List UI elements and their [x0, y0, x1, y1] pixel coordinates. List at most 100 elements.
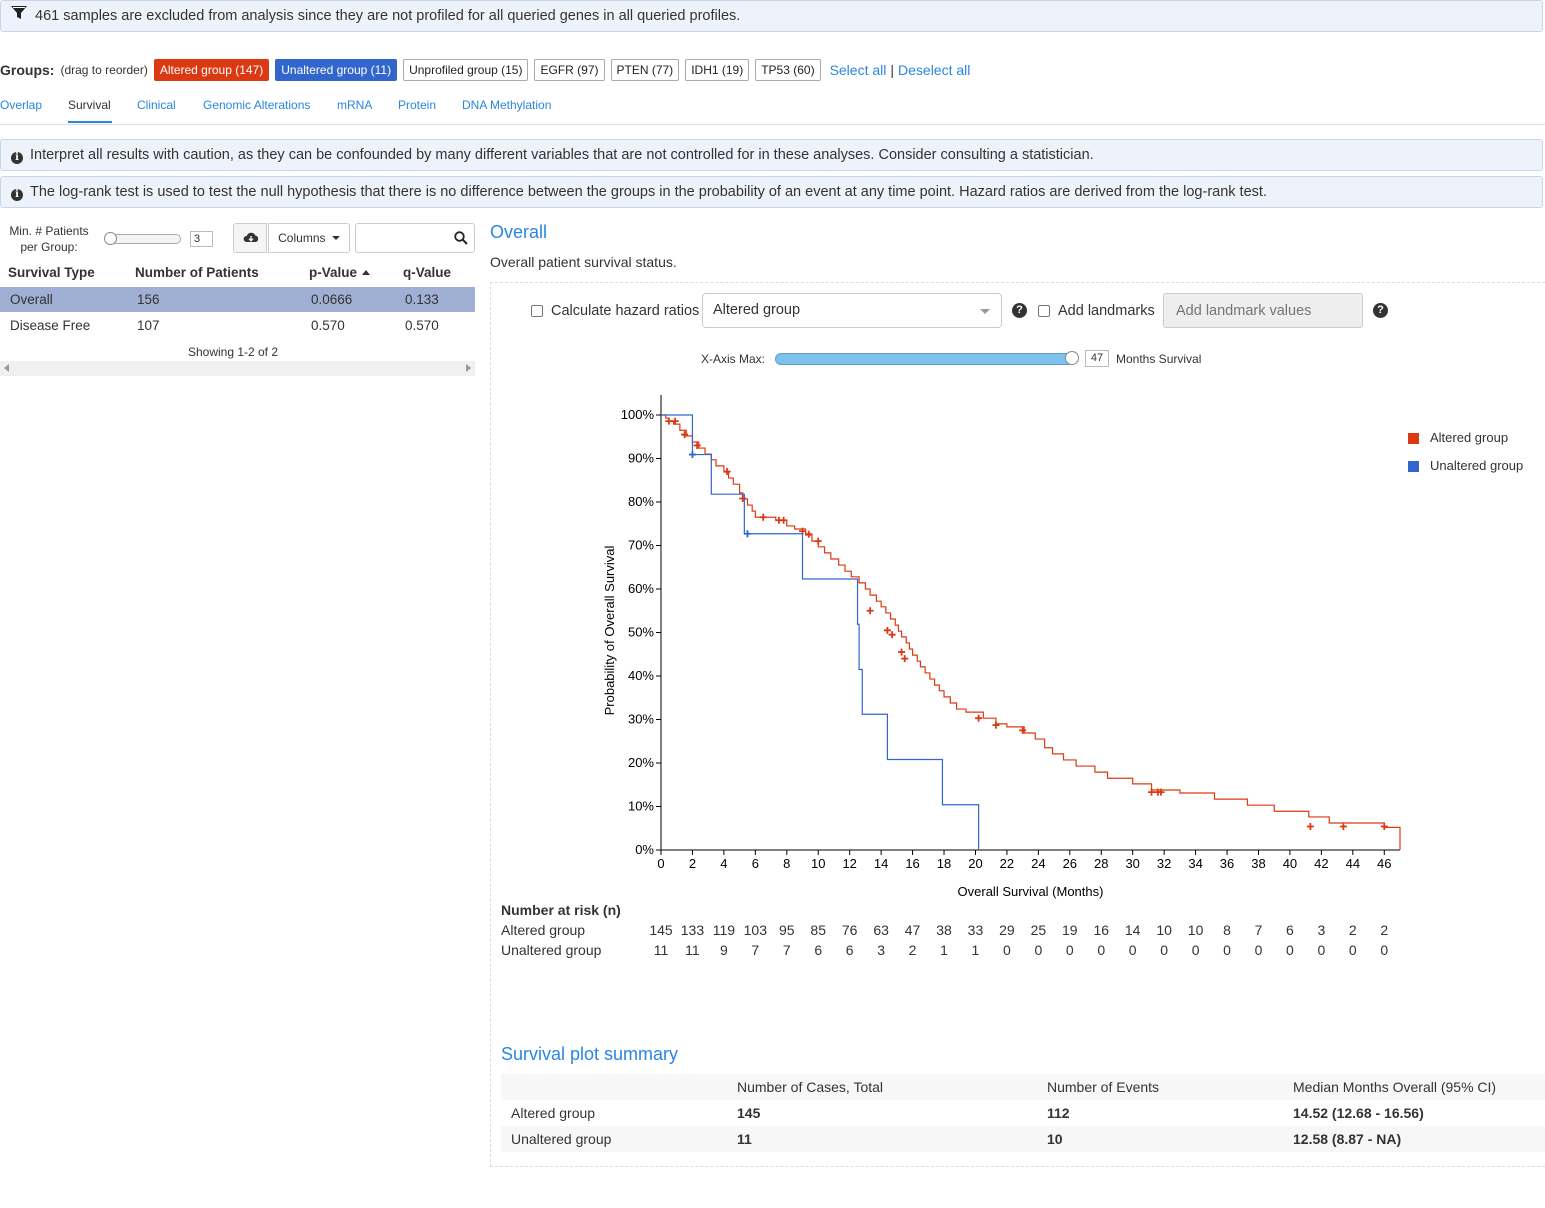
select-all-link[interactable]: Select all [829, 62, 887, 78]
plot-description: Overall patient survival status. [490, 254, 677, 270]
table-search [355, 223, 475, 253]
column-header-p-value[interactable]: p-Value [309, 265, 371, 280]
group-button-egfr[interactable]: EGFR (97) [534, 59, 605, 81]
x-tick-label: 34 [1188, 856, 1202, 871]
x-tick-label: 8 [783, 856, 790, 871]
censor-mark [1019, 726, 1027, 734]
tab-dna-methylation[interactable]: DNA Methylation [462, 98, 552, 112]
summary-cases: 11 [737, 1131, 752, 1147]
scroll-right-icon[interactable] [466, 364, 471, 372]
risk-value: 85 [810, 922, 826, 938]
download-button[interactable] [233, 223, 267, 253]
pagination-info: Showing 1-2 of 2 [187, 345, 279, 359]
scroll-left-icon[interactable] [4, 364, 9, 372]
deselect-all-link[interactable]: Deselect all [898, 62, 971, 78]
tab-survival[interactable]: Survival [68, 98, 111, 112]
help-icon[interactable]: ? [1373, 303, 1388, 318]
y-tick-label: 80% [628, 494, 654, 509]
censor-mark [1339, 823, 1347, 831]
risk-value: 7 [751, 942, 760, 958]
y-tick-label: 40% [628, 668, 654, 683]
risk-value: 0 [1097, 942, 1106, 958]
group-button-idh1[interactable]: IDH1 (19) [685, 59, 750, 81]
plot-title: Overall [490, 222, 548, 242]
help-icon[interactable]: ? [1012, 303, 1027, 318]
x-tick-label: 2 [689, 856, 696, 871]
groups-label: Groups: [0, 62, 55, 78]
x-tick-label: 22 [1000, 856, 1014, 871]
summary-group: Unaltered group [511, 1131, 612, 1147]
x-axis-max-slider[interactable] [775, 351, 1079, 365]
column-header-number-of-patients[interactable]: Number of Patients [135, 265, 259, 280]
tab-bar: Overlap Survival Clinical Genomic Altera… [0, 95, 1545, 125]
horizontal-scrollbar[interactable] [0, 361, 475, 376]
add-landmarks-label: Add landmarks [1058, 303, 1155, 319]
risk-value: 119 [712, 922, 736, 938]
x-axis-max-slider-handle[interactable] [1065, 351, 1079, 365]
y-tick-label: 20% [628, 755, 654, 770]
risk-value: 0 [1034, 942, 1043, 958]
x-tick-label: 28 [1094, 856, 1108, 871]
x-tick-label: 40 [1283, 856, 1297, 871]
risk-value: 11 [685, 942, 700, 958]
y-axis-title: Probability of Overall Survival [602, 545, 617, 715]
search-input[interactable] [358, 226, 452, 252]
min-patients-slider[interactable] [104, 232, 181, 245]
censor-mark [883, 626, 891, 634]
x-axis-max-value[interactable]: 47 [1085, 350, 1109, 367]
x-tick-label: 14 [874, 856, 888, 871]
censor-mark [975, 714, 983, 722]
min-patients-label-line1: Min. # Patients [9, 224, 89, 238]
summary-header-cases: Number of Cases, Total [737, 1079, 884, 1095]
y-tick-label: 100% [621, 407, 655, 422]
group-button-unaltered[interactable]: Unaltered group (11) [275, 59, 398, 81]
survival-curve-altered [661, 414, 1401, 850]
summary-header-median: Median Months Overall (95% CI) [1293, 1079, 1497, 1095]
censor-mark [780, 516, 788, 524]
groups-selector: Groups: (drag to reorder) Altered group … [0, 59, 970, 81]
tab-protein[interactable]: Protein [398, 98, 437, 112]
table-row[interactable]: Disease Free 107 0.570 0.570 [0, 313, 475, 338]
y-tick-label: 10% [628, 799, 654, 814]
hazard-ratio-group-select[interactable]: Altered group [702, 293, 1002, 328]
landmark-values-input[interactable] [1163, 293, 1363, 328]
group-button-tp53[interactable]: TP53 (60) [755, 59, 821, 81]
x-tick-label: 36 [1220, 856, 1234, 871]
x-axis-max-label: X-Axis Max: [701, 352, 766, 366]
tab-mrna[interactable]: mRNA [337, 98, 373, 112]
column-header-q-value[interactable]: q-Value [403, 265, 452, 280]
min-patients-slider-handle[interactable] [104, 232, 117, 245]
censor-mark [723, 468, 731, 476]
group-button-unprofiled[interactable]: Unprofiled group (15) [403, 59, 529, 81]
columns-dropdown-button[interactable]: Columns [268, 223, 350, 253]
group-button-pten[interactable]: PTEN (77) [610, 59, 680, 81]
column-header-survival-type[interactable]: Survival Type [8, 265, 95, 280]
risk-value: 95 [778, 922, 795, 938]
tab-clinical[interactable]: Clinical [137, 98, 176, 112]
risk-value: 63 [873, 922, 889, 938]
summary-group: Altered group [511, 1105, 596, 1121]
risk-value: 0 [1003, 942, 1011, 958]
x-tick-label: 6 [752, 856, 759, 871]
risk-value: 0 [1317, 942, 1326, 958]
risk-value: 7 [1254, 922, 1263, 938]
x-tick-label: 42 [1314, 856, 1328, 871]
group-button-altered[interactable]: Altered group (147) [153, 59, 270, 81]
search-icon[interactable] [454, 231, 468, 245]
tab-overlap[interactable]: Overlap [0, 98, 43, 112]
censor-mark [688, 451, 696, 459]
censor-mark [693, 441, 701, 449]
risk-value: 2 [908, 942, 917, 958]
risk-value: 33 [967, 922, 984, 938]
hazard-ratio-checkbox[interactable] [531, 305, 543, 317]
logrank-banner: i The log-rank test is used to test the n… [0, 176, 1543, 208]
risk-value: 6 [814, 942, 823, 958]
min-patients-value[interactable]: 3 [190, 231, 213, 247]
table-row[interactable]: Overall 156 0.0666 0.133 [0, 287, 475, 312]
risk-value: 11 [653, 942, 669, 958]
link-separator: | [890, 62, 895, 78]
add-landmarks-checkbox[interactable] [1038, 305, 1050, 317]
tab-genomic-alterations[interactable]: Genomic Alterations [203, 98, 311, 112]
censor-mark [814, 537, 822, 545]
risk-value: 0 [1380, 942, 1389, 958]
